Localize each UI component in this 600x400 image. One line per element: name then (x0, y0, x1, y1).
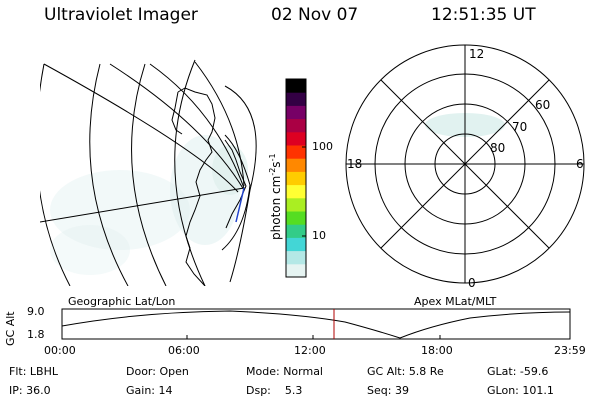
limb-line (224, 85, 257, 283)
mlt-label-18: 18 (347, 157, 363, 171)
status-glat: GLat: -59.6 (487, 365, 549, 378)
coastline (171, 91, 183, 135)
altitude-tick-9: 9.0 (27, 305, 45, 318)
status-gc-alt: GC Alt: 5.8 Re (367, 365, 444, 378)
polar-ring-50 (345, 44, 585, 284)
status-flt: Flt: LBHL (9, 365, 58, 378)
latitude-line (40, 63, 71, 286)
geographic-caption: Geographic Lat/Lon (68, 295, 176, 308)
colorbar-tick-100: 100 (312, 140, 333, 153)
emission-speckle (50, 135, 248, 275)
polar-diagonal (380, 79, 550, 249)
colorbar-segment (286, 105, 306, 120)
colorbar-segment (286, 131, 306, 146)
colorbar-segment (286, 79, 306, 93)
time-tick-0000: 00:00 (44, 344, 76, 357)
time-tick-2359: 23:59 (554, 344, 586, 357)
time-tick-0600: 06:00 (168, 344, 200, 357)
meridian-line (194, 61, 245, 187)
altitude-tick-1.8: 1.8 (27, 328, 45, 341)
latitude-line (174, 59, 206, 286)
colorbar-segment (286, 184, 306, 199)
meridian-line (149, 63, 245, 189)
polar-ring-70 (404, 103, 526, 225)
time-tick-1200: 12:00 (294, 344, 326, 357)
mlt-label-6: 6 (576, 157, 584, 171)
limb-line (221, 134, 251, 251)
status-door: Door: Open (126, 365, 189, 378)
status-dsp: Dsp: 5.3 (246, 384, 303, 397)
colorbar-segment (286, 250, 306, 265)
latitude-line (131, 63, 167, 286)
colorbar-tick-10: 10 (312, 229, 326, 242)
meridian-line (43, 63, 239, 193)
colorbar-segment (286, 171, 306, 186)
status-glon: GLon: 101.1 (487, 384, 554, 397)
mlat-label-60: 60 (535, 98, 551, 112)
latitude-line (89, 63, 129, 286)
status-ip: IP: 36.0 (9, 384, 51, 397)
colorbar-segment (286, 145, 306, 159)
time-tick-1800: 18:00 (421, 344, 453, 357)
meridian-line (109, 63, 245, 191)
altitude-curve (61, 310, 571, 339)
colorbar-segment (286, 118, 306, 133)
altitude-axis-label: GC Alt (4, 311, 17, 346)
polar-diagonal (380, 79, 550, 249)
coastline (235, 187, 245, 223)
mlt-label-12: 12 (469, 47, 485, 61)
mlat-label-80: 80 (490, 141, 506, 155)
observation-date: 02 Nov 07 (271, 5, 359, 25)
terminator-line (40, 187, 245, 223)
status-seq: Seq: 39 (367, 384, 409, 397)
mlt-label-0: 0 (468, 276, 476, 290)
colorbar-segment (286, 263, 306, 278)
status-mode: Mode: Normal (246, 365, 323, 378)
colorbar-unit-label: photon cm-2s-1 (268, 153, 283, 240)
colorbar-segment (286, 224, 306, 238)
app-title: Ultraviolet Imager (44, 5, 198, 25)
mlat-label-70: 70 (512, 120, 528, 134)
coastline (224, 139, 247, 229)
colorbar-segment (286, 197, 306, 212)
polar-emission (425, 113, 505, 137)
polar-ring-80 (434, 133, 496, 195)
status-gain: Gain: 14 (126, 384, 173, 397)
colorbar-segment (286, 237, 306, 252)
apex-caption: Apex MLat/MLT (414, 295, 497, 308)
coastline (177, 87, 216, 286)
observation-time: 12:51:35 UT (431, 5, 536, 25)
colorbar-segment (286, 92, 306, 106)
colorbar-segment (286, 158, 306, 172)
colorbar-segment (286, 211, 306, 225)
polar-ring-60 (374, 73, 556, 255)
